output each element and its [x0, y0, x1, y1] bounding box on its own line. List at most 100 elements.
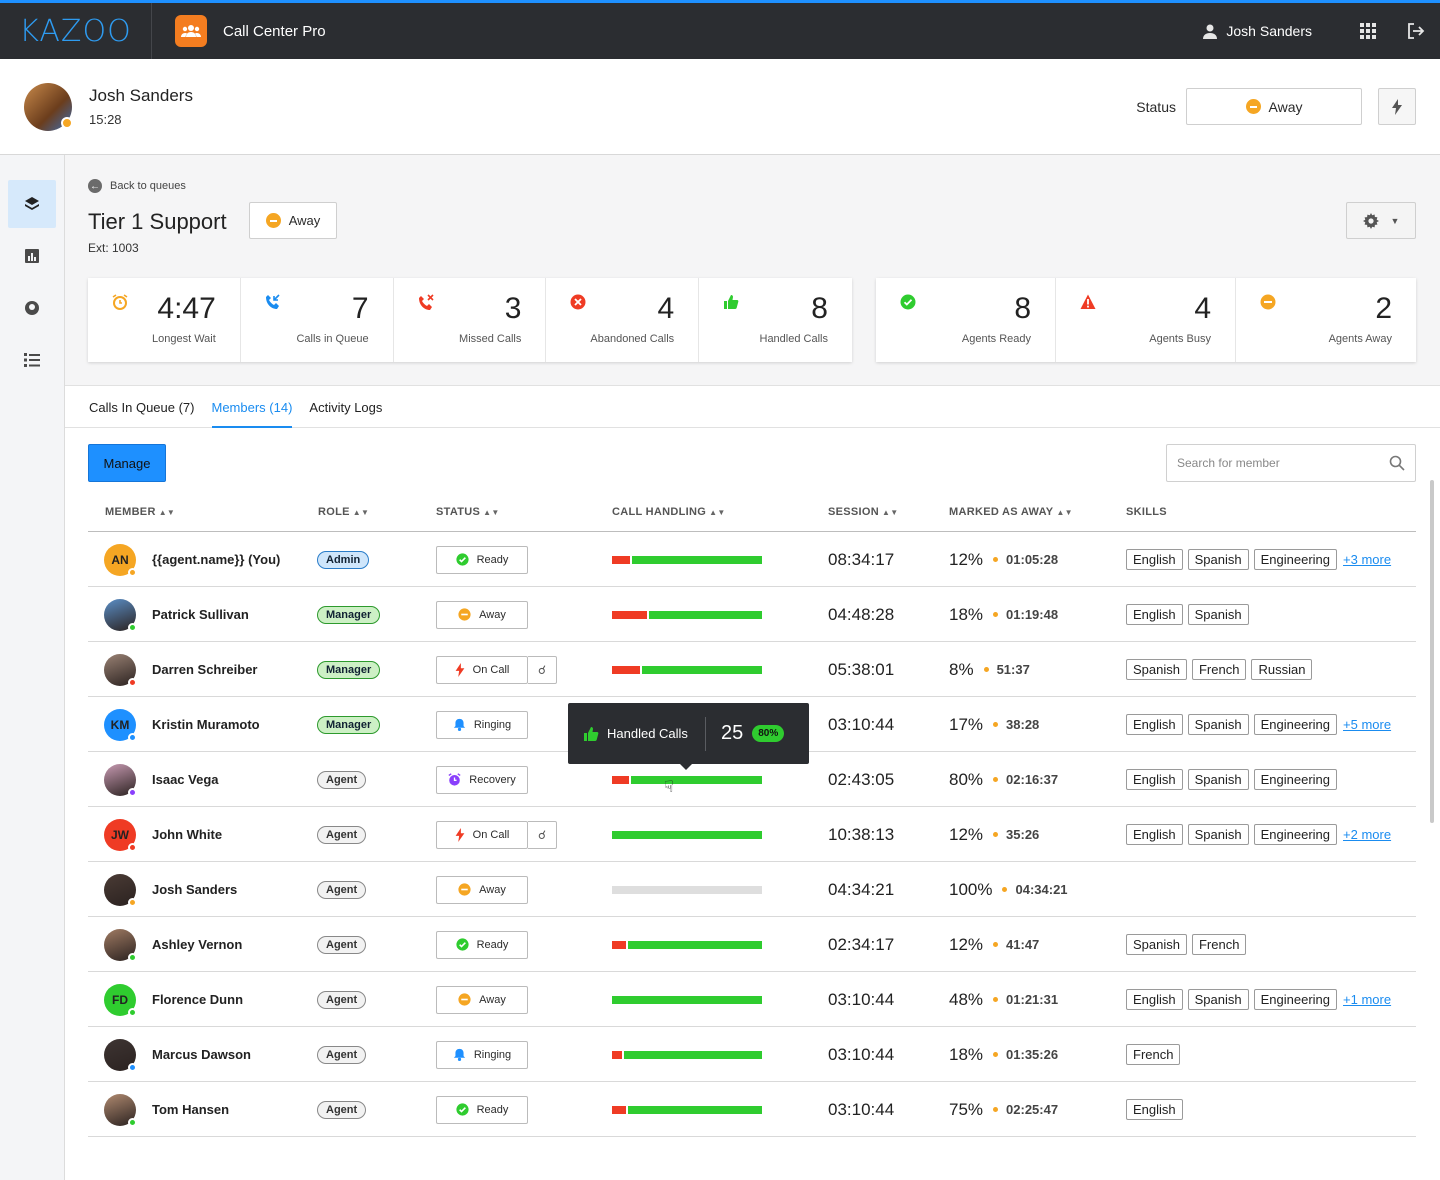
- table-row[interactable]: Patrick Sullivan Manager Away 04:48:28 18% 01…: [88, 587, 1416, 642]
- avatar[interactable]: AN: [104, 543, 137, 577]
- away-percent: 18%: [949, 1044, 984, 1064]
- logout-icon[interactable]: [1392, 3, 1440, 59]
- call-handling-bar[interactable]: [612, 940, 762, 949]
- table-row[interactable]: Darren Schreiber Manager On Call ☌ 05:38:01 8…: [88, 642, 1416, 697]
- manage-button[interactable]: Manage: [88, 444, 166, 482]
- call-handling-bar[interactable]: [612, 610, 762, 619]
- away-time: 35:26: [1006, 827, 1040, 842]
- apps-grid-icon[interactable]: [1344, 3, 1392, 59]
- status-dropdown[interactable]: Away: [1186, 88, 1362, 125]
- call-handling-bar[interactable]: [612, 995, 762, 1004]
- member-name[interactable]: John White: [152, 827, 223, 842]
- call-handling-bar[interactable]: [612, 885, 762, 894]
- sidebar-item-agents[interactable]: [8, 284, 56, 332]
- call-handling-bar[interactable]: [612, 555, 762, 564]
- skill-tag: English: [1126, 549, 1183, 570]
- stat-value: 4: [657, 292, 675, 325]
- tab-activity-logs[interactable]: Activity Logs: [309, 400, 383, 415]
- table-row[interactable]: FD Florence Dunn Agent Away 03:10:44 48% 01:21…: [88, 972, 1416, 1027]
- member-name[interactable]: Ashley Vernon: [152, 937, 243, 952]
- column-session[interactable]: SESSION ▲▼: [828, 506, 899, 518]
- avatar[interactable]: [104, 653, 137, 687]
- more-skills-link[interactable]: +1 more: [1343, 992, 1392, 1007]
- avatar[interactable]: [104, 928, 137, 962]
- queue-summary: ← Back to queues Tier 1 Support Ext: 100…: [65, 155, 1440, 386]
- avatar[interactable]: KM: [104, 708, 137, 742]
- tab-calls-in-queue[interactable]: Calls In Queue (7): [89, 400, 195, 415]
- member-status-button[interactable]: On Call: [436, 820, 528, 849]
- sidebar-item-queues[interactable]: [8, 180, 56, 228]
- column-call-handling[interactable]: CALL HANDLING ▲▼: [612, 506, 726, 518]
- quick-action-button[interactable]: [1378, 88, 1416, 125]
- table-row[interactable]: Marcus Dawson Agent Ringing 03:10:44 18% 01:3…: [88, 1027, 1416, 1082]
- avatar[interactable]: [104, 763, 137, 797]
- avatar[interactable]: [104, 873, 137, 907]
- member-status-button[interactable]: Recovery: [436, 765, 528, 794]
- queue-status-button[interactable]: Away: [249, 202, 337, 239]
- table-row[interactable]: Ashley Vernon Agent Ready 02:34:17 12% 41:47 S…: [88, 917, 1416, 972]
- table-row[interactable]: Isaac Vega Agent Recovery 02:43:05 80% 02:16:…: [88, 752, 1416, 807]
- call-handling-bar[interactable]: [612, 1105, 762, 1114]
- search-icon[interactable]: [1389, 455, 1405, 471]
- call-handling-bar[interactable]: [612, 665, 762, 674]
- member-status-button[interactable]: Ready: [436, 1095, 528, 1124]
- kazoo-logo[interactable]: KAZOO: [0, 3, 152, 59]
- stat-value: 2: [1375, 292, 1392, 325]
- scrollbar[interactable]: [1430, 480, 1434, 823]
- avatar[interactable]: [104, 1093, 137, 1127]
- call-handling-bar[interactable]: [612, 775, 762, 784]
- avatar[interactable]: [104, 1038, 137, 1072]
- back-to-queues-link[interactable]: ← Back to queues: [88, 179, 186, 193]
- member-status-button[interactable]: Ringing: [436, 710, 528, 739]
- member-status-button[interactable]: Away: [436, 875, 528, 904]
- table-row[interactable]: Josh Sanders Agent Away 04:34:21 100% 04:34:2…: [88, 862, 1416, 917]
- member-name[interactable]: Florence Dunn: [152, 992, 244, 1007]
- avatar[interactable]: FD: [104, 983, 137, 1017]
- top-user-menu[interactable]: Josh Sanders: [1202, 23, 1312, 39]
- member-status-button[interactable]: Ready: [436, 930, 528, 959]
- member-name[interactable]: Kristin Muramoto: [152, 717, 260, 732]
- member-status-button[interactable]: Away: [436, 985, 528, 1014]
- listen-in-button[interactable]: ☌: [528, 655, 557, 684]
- tab-members[interactable]: Members (14): [211, 387, 293, 428]
- member-name[interactable]: Darren Schreiber: [152, 662, 258, 677]
- table-row[interactable]: KM Kristin Muramoto Manager Ringing 03:10:44…: [88, 697, 1416, 752]
- column-status[interactable]: STATUS ▲▼: [436, 506, 500, 518]
- avatar[interactable]: JW: [104, 818, 137, 852]
- queue-extension: Ext: 1003: [88, 241, 139, 255]
- member-name[interactable]: {{agent.name}} (You): [152, 552, 281, 567]
- away-percent: 48%: [949, 989, 984, 1009]
- avatar[interactable]: [104, 598, 137, 632]
- avatar[interactable]: [24, 82, 73, 131]
- queue-settings-button[interactable]: ▼: [1346, 202, 1416, 239]
- app-name: Call Center Pro: [223, 22, 326, 40]
- more-skills-link[interactable]: +2 more: [1343, 827, 1392, 842]
- member-status-button[interactable]: Away: [436, 600, 528, 629]
- call-handling-bar[interactable]: [612, 830, 762, 839]
- member-status-button[interactable]: Ready: [436, 545, 528, 574]
- member-name[interactable]: Isaac Vega: [152, 772, 219, 787]
- member-status-button[interactable]: Ringing: [436, 1040, 528, 1069]
- presence-dot: [128, 1117, 137, 1127]
- member-status-button[interactable]: On Call: [436, 655, 528, 684]
- column-role[interactable]: ROLE ▲▼: [318, 506, 370, 518]
- search-input[interactable]: [1177, 456, 1389, 470]
- member-name[interactable]: Patrick Sullivan: [152, 607, 249, 622]
- table-row[interactable]: AN {{agent.name}} (You) Admin Ready 08:34:17…: [88, 532, 1416, 587]
- more-skills-link[interactable]: +3 more: [1343, 552, 1392, 567]
- sidebar-item-logs[interactable]: [8, 336, 56, 384]
- member-name[interactable]: Marcus Dawson: [152, 1047, 251, 1062]
- table-header: MEMBER ▲▼ ROLE ▲▼ STATUS ▲▼ CALL HANDLING ▲▼…: [88, 495, 1416, 532]
- column-member[interactable]: MEMBER ▲▼: [105, 506, 176, 518]
- member-name[interactable]: Josh Sanders: [152, 882, 238, 897]
- user-icon: [1203, 24, 1218, 39]
- listen-in-button[interactable]: ☌: [528, 820, 557, 849]
- table-row[interactable]: Tom Hansen Agent Ready 03:10:44 75% 02:25:47 E…: [88, 1082, 1416, 1137]
- table-row[interactable]: JW John White Agent On Call ☌ 10:38:13 12% 35:2…: [88, 807, 1416, 862]
- more-skills-link[interactable]: +5 more: [1343, 717, 1392, 732]
- sidebar-item-reports[interactable]: [8, 232, 56, 280]
- member-name[interactable]: Tom Hansen: [152, 1102, 230, 1117]
- session-time: 10:38:13: [828, 824, 895, 844]
- call-handling-bar[interactable]: [612, 1050, 762, 1059]
- column-marked-as-away[interactable]: MARKED AS AWAY ▲▼: [949, 506, 1073, 518]
